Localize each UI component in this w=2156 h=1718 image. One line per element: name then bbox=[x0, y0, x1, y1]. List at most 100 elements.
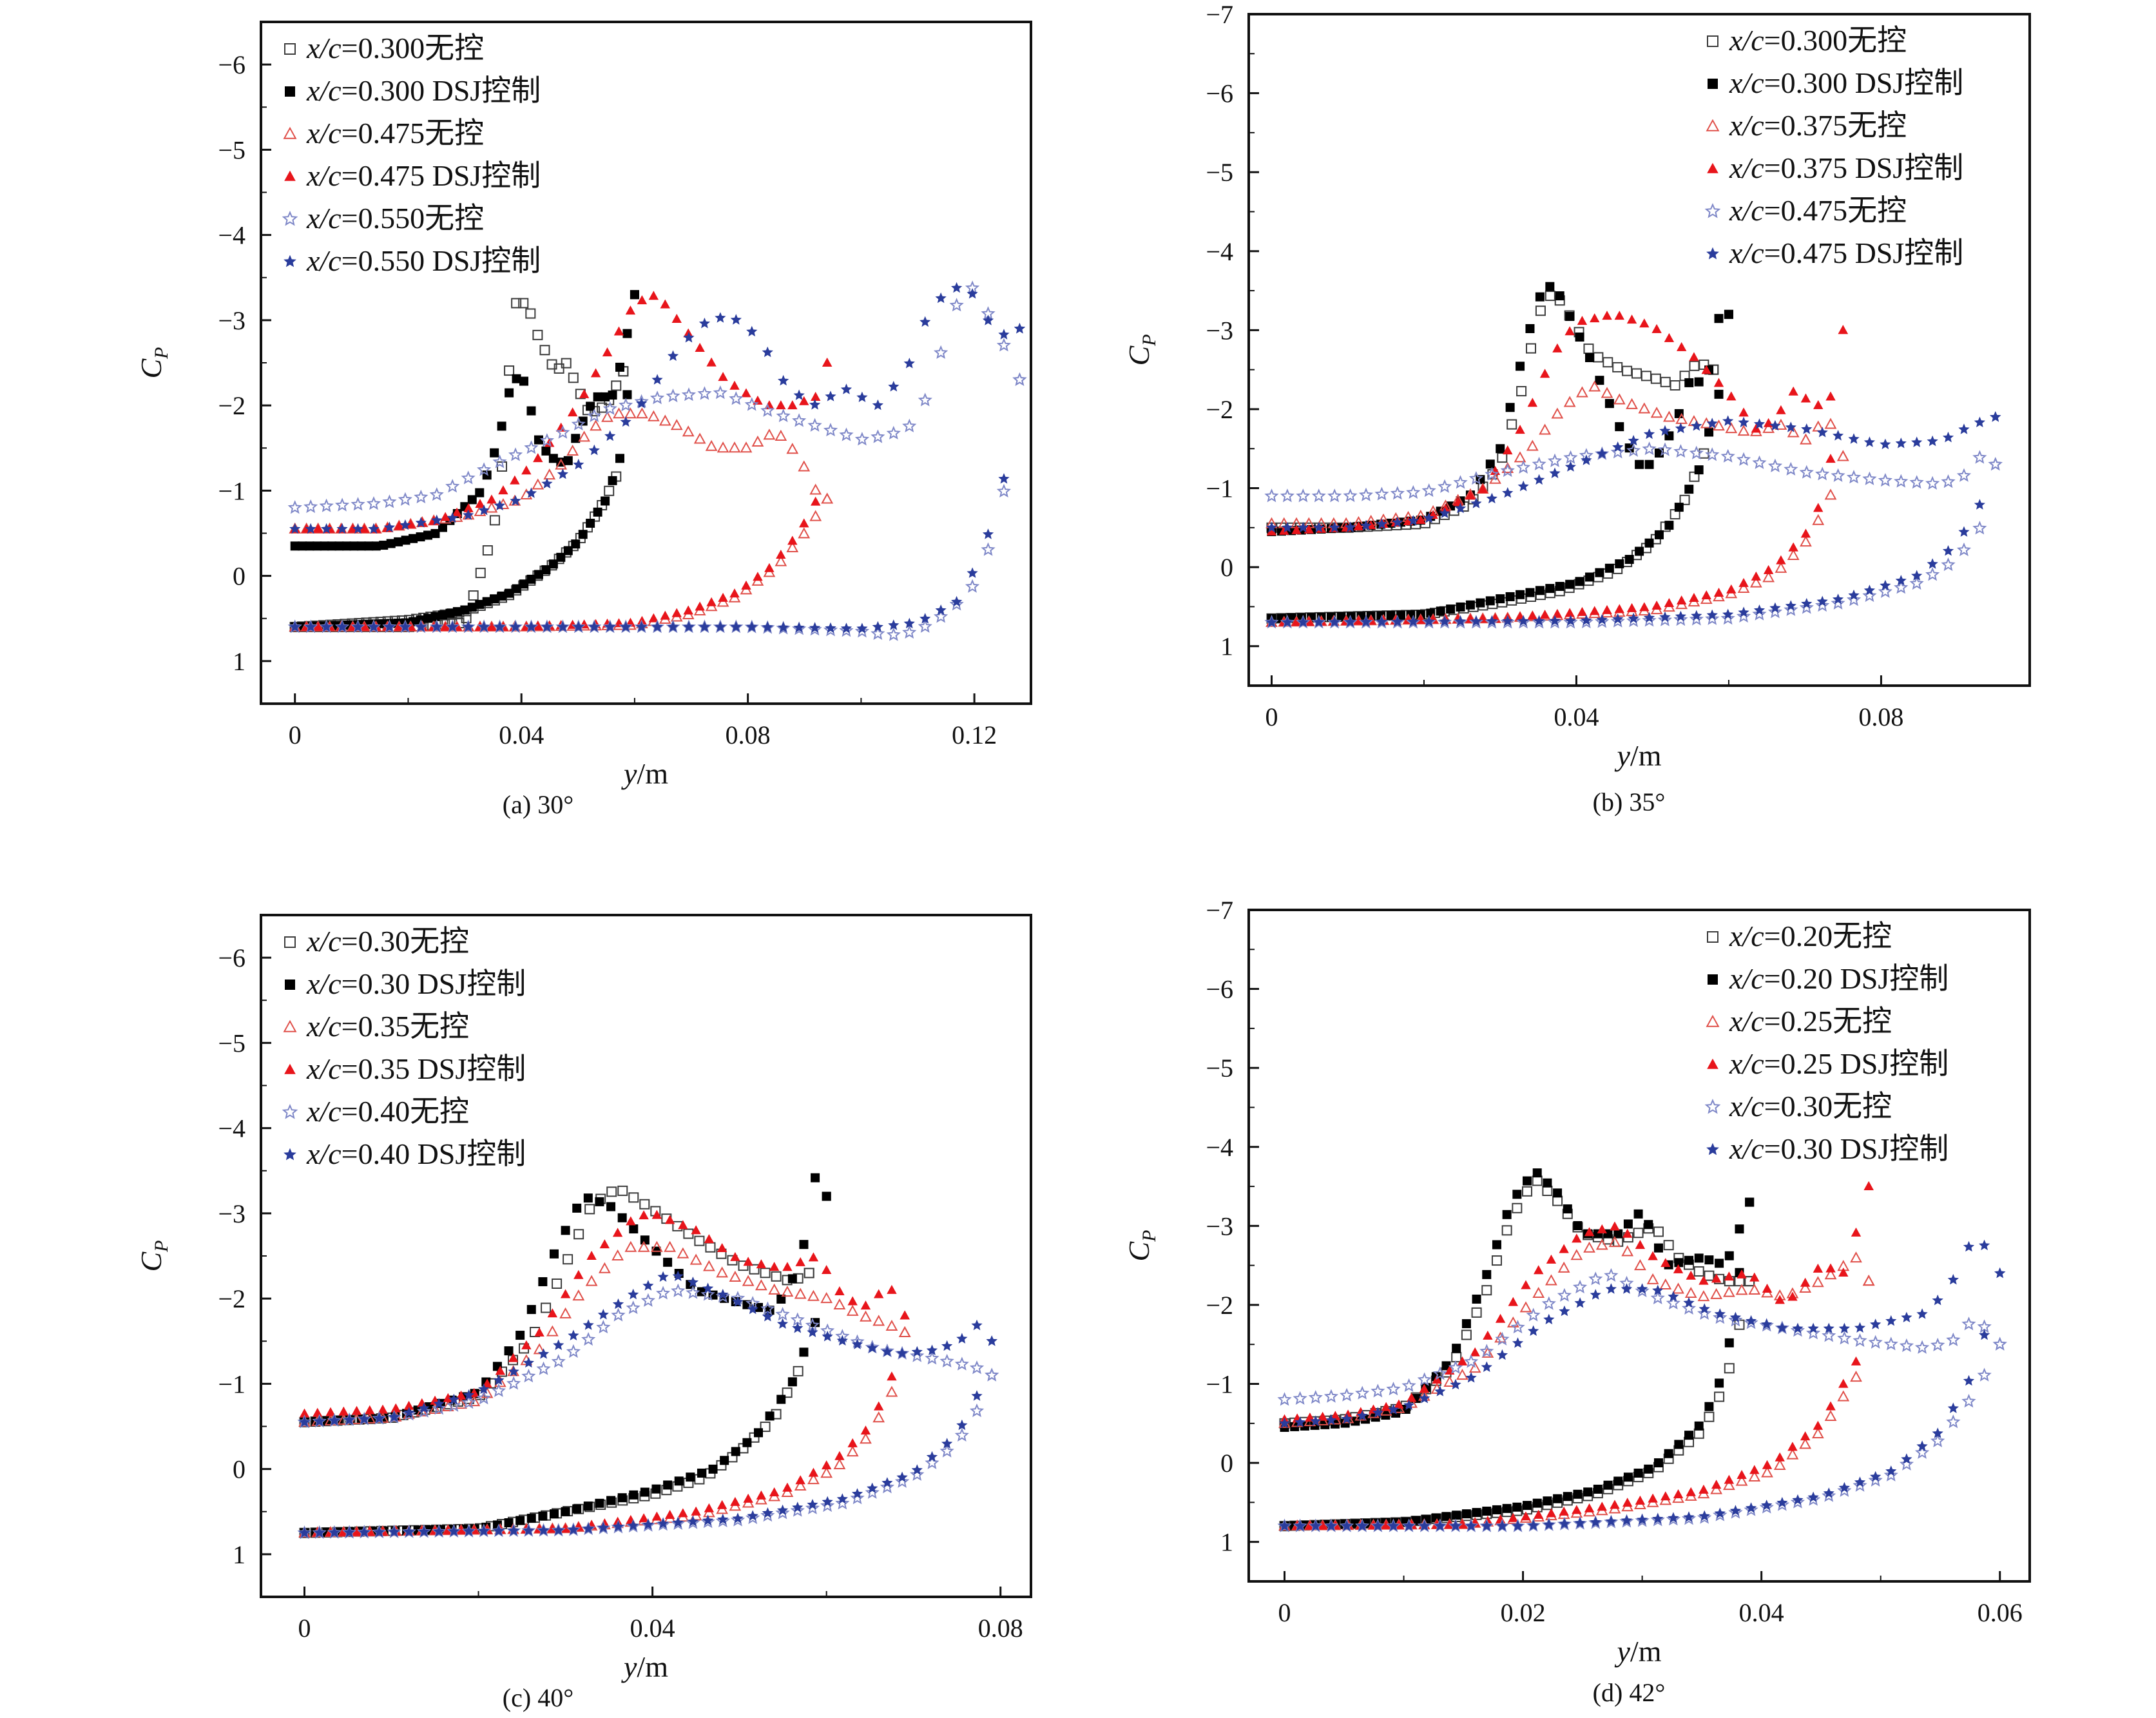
data-point bbox=[505, 588, 514, 598]
data-point bbox=[321, 523, 332, 534]
data-point bbox=[1579, 614, 1593, 629]
data-point bbox=[1836, 450, 1849, 461]
data-point bbox=[1532, 1498, 1542, 1508]
data-point bbox=[415, 517, 427, 528]
data-point bbox=[885, 1385, 898, 1397]
data-point bbox=[1694, 1421, 1704, 1431]
y-tick-label: 0 bbox=[1220, 553, 1233, 582]
data-point bbox=[1376, 518, 1388, 529]
data-point bbox=[1457, 1356, 1468, 1366]
data-point bbox=[1406, 1393, 1417, 1402]
data-point bbox=[872, 1315, 885, 1326]
data-point bbox=[1748, 1470, 1761, 1482]
data-point bbox=[811, 1173, 820, 1182]
data-point bbox=[566, 444, 579, 456]
data-point bbox=[382, 494, 397, 508]
data-point bbox=[1761, 1318, 1773, 1329]
data-point bbox=[1465, 490, 1476, 500]
data-point bbox=[443, 1393, 454, 1402]
data-point bbox=[1358, 487, 1374, 501]
data-point bbox=[732, 1296, 744, 1307]
legend-label-rest: =0.25无控 bbox=[1764, 1005, 1892, 1038]
data-point bbox=[894, 1474, 910, 1488]
data-point bbox=[578, 530, 588, 539]
data-point bbox=[1526, 1308, 1541, 1322]
data-point bbox=[872, 621, 883, 632]
data-point bbox=[1822, 1328, 1836, 1342]
data-point bbox=[571, 434, 581, 443]
data-point bbox=[1745, 1197, 1755, 1207]
data-point bbox=[1386, 611, 1396, 621]
data-point bbox=[533, 1343, 546, 1355]
plot-frame bbox=[1247, 909, 2031, 1583]
data-point bbox=[1590, 606, 1600, 615]
data-point bbox=[663, 1257, 673, 1267]
data-point bbox=[925, 1351, 939, 1365]
y-tick-label: 0 bbox=[233, 1455, 245, 1484]
data-point bbox=[582, 1319, 594, 1330]
legend-label-var: x/c bbox=[1729, 920, 1764, 952]
data-point bbox=[1559, 1244, 1569, 1253]
x-axis-label-var: y bbox=[621, 1650, 637, 1683]
data-point bbox=[969, 1360, 985, 1375]
data-point bbox=[552, 1278, 563, 1289]
data-point bbox=[1532, 1168, 1542, 1178]
data-point bbox=[399, 621, 411, 632]
data-point bbox=[1527, 610, 1538, 620]
data-point bbox=[556, 552, 566, 562]
data-point bbox=[704, 1503, 715, 1512]
data-point bbox=[1266, 526, 1277, 536]
data-point bbox=[1502, 1503, 1512, 1513]
data-point bbox=[1526, 439, 1539, 451]
data-point bbox=[1516, 615, 1531, 629]
data-point bbox=[492, 454, 507, 468]
data-point bbox=[1545, 282, 1555, 291]
data-point bbox=[1557, 1288, 1572, 1302]
y-axis-label-sub: P bbox=[151, 347, 172, 359]
data-point bbox=[1932, 1294, 1943, 1306]
data-point bbox=[1465, 1372, 1477, 1383]
data-point bbox=[1752, 606, 1767, 621]
data-point bbox=[1870, 1318, 1882, 1329]
data-point bbox=[1823, 1322, 1834, 1334]
data-point bbox=[1853, 1478, 1867, 1492]
data-point bbox=[762, 346, 773, 358]
data-point bbox=[778, 374, 789, 386]
data-point bbox=[1972, 521, 1987, 535]
y-axis-label-main: C bbox=[1122, 1241, 1155, 1262]
data-point bbox=[1686, 1487, 1696, 1496]
data-point bbox=[1605, 1283, 1617, 1294]
data-point bbox=[423, 613, 433, 623]
y-axis-label-main: C bbox=[1122, 345, 1155, 366]
legend-label-rest: =0.550 DSJ控制 bbox=[342, 244, 541, 277]
data-point bbox=[1762, 421, 1775, 433]
data-point bbox=[1863, 1181, 1874, 1191]
plot-area bbox=[1277, 1168, 2007, 1532]
x-tick-label: 0.02 bbox=[1501, 1598, 1546, 1627]
data-point bbox=[504, 1518, 514, 1527]
data-point bbox=[781, 1485, 794, 1497]
data-point bbox=[403, 1526, 415, 1537]
data-point bbox=[368, 523, 380, 534]
data-point bbox=[807, 1326, 818, 1337]
data-point bbox=[533, 453, 543, 463]
data-point bbox=[611, 380, 622, 391]
data-point bbox=[1947, 1402, 1959, 1413]
data-point bbox=[1635, 1283, 1650, 1298]
data-point bbox=[1816, 595, 1828, 606]
y-axis-label: CP bbox=[135, 1240, 172, 1271]
data-point bbox=[1674, 1258, 1684, 1268]
series-3 bbox=[1279, 1181, 1874, 1530]
data-point bbox=[1436, 606, 1445, 616]
data-point bbox=[799, 1347, 809, 1357]
data-point bbox=[493, 1375, 505, 1385]
data-point bbox=[1633, 1469, 1643, 1478]
data-point bbox=[561, 1226, 570, 1235]
data-point bbox=[416, 1404, 432, 1418]
y-tick-label: −2 bbox=[1206, 1291, 1233, 1320]
data-point bbox=[1650, 1290, 1665, 1305]
data-point bbox=[1381, 1520, 1391, 1529]
data-point bbox=[1862, 588, 1877, 603]
legend-label-var: x/c bbox=[1729, 1090, 1764, 1123]
data-point bbox=[1603, 1480, 1613, 1490]
